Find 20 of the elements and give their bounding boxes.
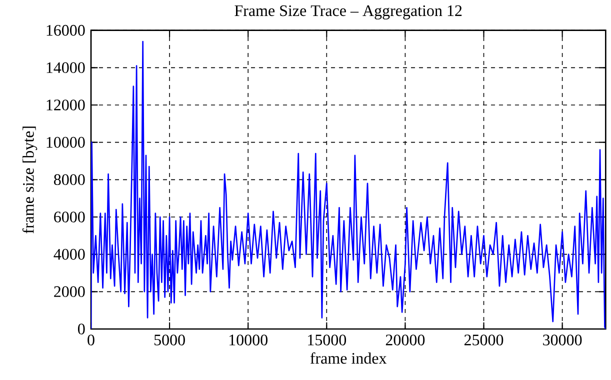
y-tick-label: 6000	[54, 212, 85, 222]
y-tick-label: 10000	[46, 136, 85, 148]
x-tick-label: 30000	[543, 334, 582, 346]
y-tick-label: 16000	[46, 24, 85, 36]
x-tick-label: 10000	[230, 334, 268, 346]
y-tick-label: 2000	[54, 286, 85, 298]
y-tick-label: 14000	[46, 62, 85, 74]
x-tick-label: 5000	[154, 334, 185, 346]
y-axis-title: frame size [byte]	[22, 126, 38, 234]
y-tick-label: 12000	[46, 100, 85, 110]
x-tick-label: 25000	[464, 334, 504, 346]
y-tick-label: 8000	[54, 174, 85, 186]
x-axis-title: frame index	[310, 352, 387, 364]
x-tick-label: 15000	[308, 334, 346, 346]
line-series	[91, 40, 606, 329]
chart-title: Frame Size Trace – Aggregation 12	[234, 5, 462, 20]
x-tick-label: 0	[88, 334, 94, 346]
y-tick-label: 0	[78, 324, 85, 334]
y-tick-label: 4000	[54, 248, 85, 260]
x-tick-label: 20000	[386, 334, 425, 346]
